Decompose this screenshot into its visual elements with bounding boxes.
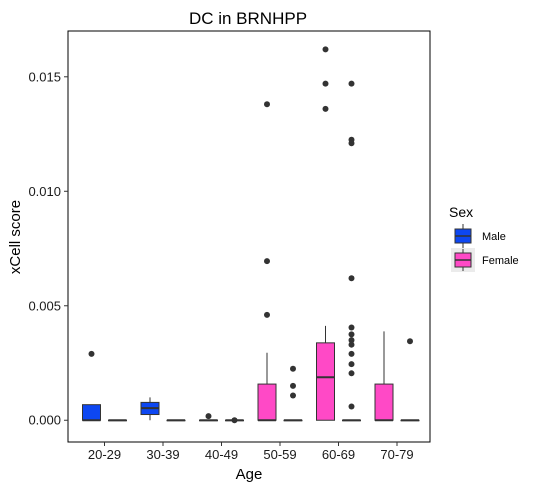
outlier-point xyxy=(348,361,355,368)
box-group-70-79 xyxy=(400,338,420,422)
outlier-point xyxy=(322,80,329,87)
legend-item-male: Male xyxy=(454,224,506,248)
outlier-point xyxy=(348,341,355,348)
x-axis-title: Age xyxy=(236,466,263,483)
box-body xyxy=(82,404,101,421)
outlier-point xyxy=(290,392,296,399)
legend: Sex Male Female xyxy=(449,204,519,272)
outlier-point xyxy=(264,311,270,318)
chart-title: DC in BRNHPP xyxy=(189,9,307,28)
legend-item-female: Female xyxy=(451,248,519,272)
box-male-20-29 xyxy=(82,350,101,422)
outlier-point xyxy=(348,324,355,331)
x-tick-label: 30-39 xyxy=(146,447,179,462)
outlier-point xyxy=(348,337,355,344)
box-group-40-49 xyxy=(225,417,244,424)
box-female-60-69 xyxy=(316,46,335,421)
box-group-20-29 xyxy=(108,419,127,422)
y-axis-title: xCell score xyxy=(7,200,24,274)
chart-marks xyxy=(82,46,420,424)
plot-panel xyxy=(67,30,431,443)
x-tick-label: 20-29 xyxy=(88,447,121,462)
outlier-point xyxy=(407,338,413,345)
outlier-point xyxy=(264,101,270,108)
box-female-70-79 xyxy=(374,331,394,422)
outlier-point xyxy=(205,413,212,420)
outlier-point xyxy=(348,140,355,147)
outlier-point xyxy=(290,365,296,372)
outlier-point xyxy=(348,350,355,357)
x-tick-label: 40-49 xyxy=(205,447,238,462)
y-tick-label: 0.015 xyxy=(28,69,61,84)
x-tick-label: 50-59 xyxy=(263,447,296,462)
outlier-point xyxy=(348,80,355,87)
box-male-30-39 xyxy=(140,397,160,421)
box-body xyxy=(374,383,394,421)
box-body xyxy=(316,342,335,421)
outlier-point xyxy=(264,258,270,265)
y-tick-label: 0.000 xyxy=(28,413,61,428)
outlier-point xyxy=(348,275,355,282)
y-tick-label: 0.005 xyxy=(28,298,61,313)
x-tick-label: 70-79 xyxy=(380,447,413,462)
x-axis: 20-29 30-39 40-49 50-59 60-69 70-79 xyxy=(88,442,414,462)
outlier-point xyxy=(290,382,296,389)
box-group-50-59 xyxy=(283,365,303,422)
legend-label-female: Female xyxy=(482,255,519,267)
legend-title: Sex xyxy=(449,204,473,220)
box-female-50-59 xyxy=(257,101,277,422)
box-group-30-39 xyxy=(166,419,186,422)
outlier-point xyxy=(348,370,355,377)
y-axis: 0.000 0.005 0.010 0.015 xyxy=(28,69,68,428)
outlier-point xyxy=(88,350,95,357)
box-body xyxy=(257,383,277,421)
legend-label-male: Male xyxy=(482,231,506,243)
outlier-point xyxy=(322,46,329,53)
x-tick-label: 60-69 xyxy=(322,447,355,462)
y-tick-label: 0.010 xyxy=(28,184,61,199)
outlier-point xyxy=(231,417,238,424)
outlier-point xyxy=(348,331,355,338)
box-group-60-69 xyxy=(342,80,361,422)
outlier-point xyxy=(322,105,329,112)
box-group-40-49 xyxy=(199,413,218,422)
outlier-point xyxy=(348,403,355,410)
